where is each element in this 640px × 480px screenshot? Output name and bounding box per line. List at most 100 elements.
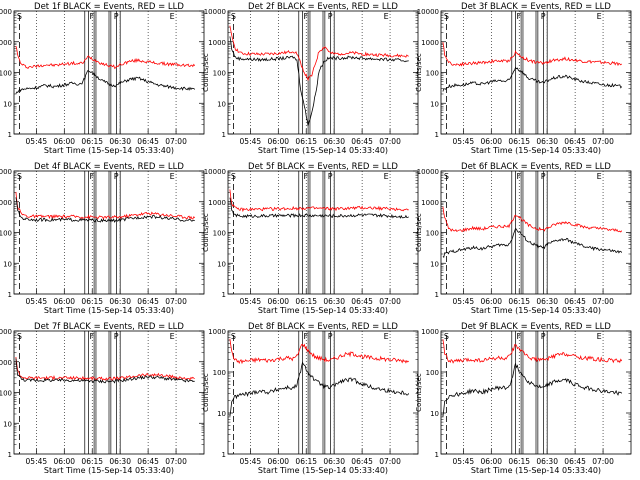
series-line-events — [229, 361, 410, 417]
series-line-lld — [229, 338, 409, 365]
panel-det-9: Det 9f BLACK = Events, RED = LLD S F P E 1 10 1… — [415, 322, 632, 475]
series-line-events — [442, 66, 623, 92]
marker-label: F — [304, 172, 309, 181]
y-tick-label: 1 — [222, 291, 226, 299]
x-tick-label: 05:45 — [26, 457, 48, 466]
x-tick-label: 06:30 — [323, 457, 345, 466]
series-line-lld — [442, 206, 623, 233]
y-tick-label: 1 — [435, 451, 439, 459]
x-tick-label: 06:45 — [564, 457, 586, 466]
x-tick-label: 06:45 — [564, 297, 586, 306]
y-tick-label: 1000 — [0, 359, 12, 367]
x-tick-label: 06:15 — [81, 457, 103, 466]
marker-label: F — [90, 172, 95, 181]
y-tick-label: 100 — [426, 369, 439, 377]
panel-det-4: Det 4f BLACK = Events, RED = LLD S F P E 1 10 1… — [0, 162, 205, 315]
x-tick-label: 06:00 — [53, 137, 75, 146]
x-tick-label: 07:00 — [379, 457, 401, 466]
x-tick-label: 06:45 — [137, 457, 159, 466]
y-tick-label: 1 — [8, 451, 12, 459]
panel-det-6: Det 6f BLACK = Events, RED = LLD S F P E 1 10 1… — [415, 162, 632, 315]
y-tick-label: 1 — [435, 291, 439, 299]
series-line-events — [15, 70, 196, 94]
x-axis-label: Start Time (15-Sep-14 05:33:40) — [258, 466, 388, 475]
x-tick-label: 06:30 — [536, 297, 558, 306]
panel-title: Det 5f BLACK = Events, RED = LLD — [248, 162, 398, 172]
y-tick-label: 10 — [3, 100, 12, 108]
x-axis-label: Start Time (15-Sep-14 05:33:40) — [471, 466, 601, 475]
marker-label: E — [170, 172, 175, 181]
x-tick-label: 06:15 — [81, 297, 103, 306]
x-tick-label: 05:45 — [240, 297, 262, 306]
x-tick-label: 06:45 — [351, 457, 373, 466]
y-tick-label: 10 — [430, 100, 439, 108]
marker-label: S — [231, 172, 236, 181]
series-line-events — [442, 363, 623, 417]
x-axis-label: Start Time (15-Sep-14 05:33:40) — [471, 146, 601, 155]
x-tick-label: 06:15 — [295, 297, 317, 306]
marker-label: P — [328, 332, 333, 341]
x-tick-label: 07:00 — [165, 137, 187, 146]
panel-det-3: Det 3f BLACK = Events, RED = LLD S F P E 1 10 1… — [415, 2, 632, 155]
y-tick-label: 100 — [213, 369, 226, 377]
series-line-events — [15, 358, 195, 384]
y-tick-label: 10 — [430, 260, 439, 268]
x-tick-label: 06:30 — [109, 297, 131, 306]
x-tick-label: 06:00 — [267, 137, 289, 146]
x-tick-label: 06:45 — [564, 137, 586, 146]
y-tick-label: 100 — [213, 230, 226, 238]
x-tick-label: 06:45 — [351, 137, 373, 146]
y-tick-label: 10 — [3, 420, 12, 428]
marker-label: P — [114, 172, 119, 181]
x-tick-label: 05:45 — [26, 137, 48, 146]
y-tick-label: 10000 — [0, 328, 12, 336]
marker-label: S — [17, 12, 22, 21]
x-tick-label: 06:30 — [536, 457, 558, 466]
y-tick-label: 1000 — [208, 199, 226, 207]
x-tick-label: 05:45 — [240, 137, 262, 146]
series-line-lld — [15, 356, 195, 382]
marker-label: F — [304, 12, 309, 21]
x-tick-label: 06:00 — [267, 297, 289, 306]
series-line-events — [229, 197, 409, 219]
x-tick-label: 07:00 — [592, 457, 614, 466]
x-tick-label: 07:00 — [165, 297, 187, 306]
x-tick-label: 07:00 — [379, 137, 401, 146]
x-axis-label: Start Time (15-Sep-14 05:33:40) — [258, 146, 388, 155]
y-tick-label: 1 — [8, 291, 12, 299]
x-tick-label: 06:00 — [480, 297, 502, 306]
x-tick-label: 05:45 — [453, 457, 475, 466]
x-tick-label: 06:15 — [508, 297, 530, 306]
marker-label: F — [304, 332, 309, 341]
x-tick-label: 06:00 — [53, 457, 75, 466]
y-tick-label: 1 — [222, 451, 226, 459]
y-axis-label: Counts/sec — [202, 373, 210, 412]
x-tick-label: 06:30 — [323, 297, 345, 306]
marker-label: F — [517, 332, 522, 341]
x-tick-label: 05:45 — [453, 137, 475, 146]
series-line-lld — [15, 45, 196, 69]
y-tick-label: 10000 — [204, 168, 226, 176]
marker-label: E — [170, 12, 175, 21]
x-tick-label: 06:15 — [81, 137, 103, 146]
x-tick-label: 06:30 — [109, 137, 131, 146]
panel-det-1: Det 1f BLACK = Events, RED = LLD S F P E 1 10 1… — [0, 2, 205, 155]
panel-title: Det 4f BLACK = Events, RED = LLD — [34, 162, 184, 172]
y-axis-label: Counts/sec — [415, 53, 423, 92]
x-tick-label: 06:45 — [137, 297, 159, 306]
x-axis-label: Start Time (15-Sep-14 05:33:40) — [44, 466, 174, 475]
x-tick-label: 07:00 — [592, 137, 614, 146]
y-axis-label: Counts/sec — [202, 53, 210, 92]
y-axis-label: Counts/sec — [415, 373, 423, 412]
y-tick-label: 1000 — [421, 199, 439, 207]
marker-label: S — [17, 172, 22, 181]
marker-label: P — [328, 12, 333, 21]
marker-label: F — [517, 172, 522, 181]
y-tick-label: 1 — [435, 131, 439, 139]
y-tick-label: 1000 — [0, 39, 12, 47]
y-tick-label: 100 — [0, 230, 12, 238]
marker-label: P — [541, 12, 546, 21]
x-axis-label: Start Time (15-Sep-14 05:33:40) — [258, 306, 388, 315]
marker-label: E — [384, 12, 389, 21]
